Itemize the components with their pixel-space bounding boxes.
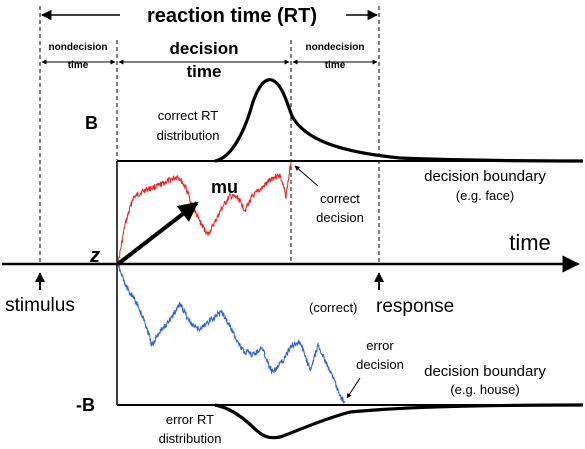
time-axis-label: time [509, 230, 551, 255]
error-dist-label-2: distribution [159, 431, 222, 446]
error-dist-label-1: error RT [166, 412, 214, 427]
response-label: response [376, 296, 454, 317]
correct-decision-pointer [294, 165, 319, 187]
upper-boundary-label-1: decision boundary [424, 168, 546, 185]
lower-boundary-label-1: decision boundary [424, 363, 546, 380]
nondecision1-label-1: nondecision [49, 42, 108, 53]
error-decision-pointer [346, 377, 361, 399]
lower-bound-label: -B [76, 395, 95, 415]
error-decision-label-2: decision [356, 357, 404, 372]
decision-label-2: time [187, 62, 222, 81]
error-decision-label-1: error [366, 338, 394, 353]
nondecision2-label-1: nondecision [306, 42, 365, 53]
rt-label: reaction time (RT) [147, 5, 317, 27]
correct-dist-label-1: correct RT [158, 108, 218, 123]
correct-decision-label-1: correct [320, 191, 360, 206]
correct-trial-random-walk [117, 161, 292, 267]
error-rt-distribution-curve [214, 403, 584, 440]
stimulus-label: stimulus [5, 295, 75, 316]
drift-rate-label: mu [211, 177, 238, 197]
drift-rate-arrow [116, 201, 199, 266]
correct-decision-label-2: decision [316, 210, 364, 225]
decision-label-1: decision [170, 39, 239, 58]
correct-paren-label: (correct) [309, 300, 357, 315]
starting-point-label: z [89, 245, 100, 267]
nondecision2-label-2: time [325, 60, 346, 71]
upper-bound-label: B [85, 113, 98, 133]
lower-boundary-label-2: (e.g. house) [450, 382, 519, 397]
correct-dist-label-2: distribution [157, 128, 220, 143]
nondecision1-label-2: time [68, 60, 89, 71]
correct-rt-distribution-curve [214, 78, 584, 163]
upper-boundary-label-2: (e.g. face) [456, 188, 515, 203]
error-trial-random-walk [117, 260, 346, 404]
